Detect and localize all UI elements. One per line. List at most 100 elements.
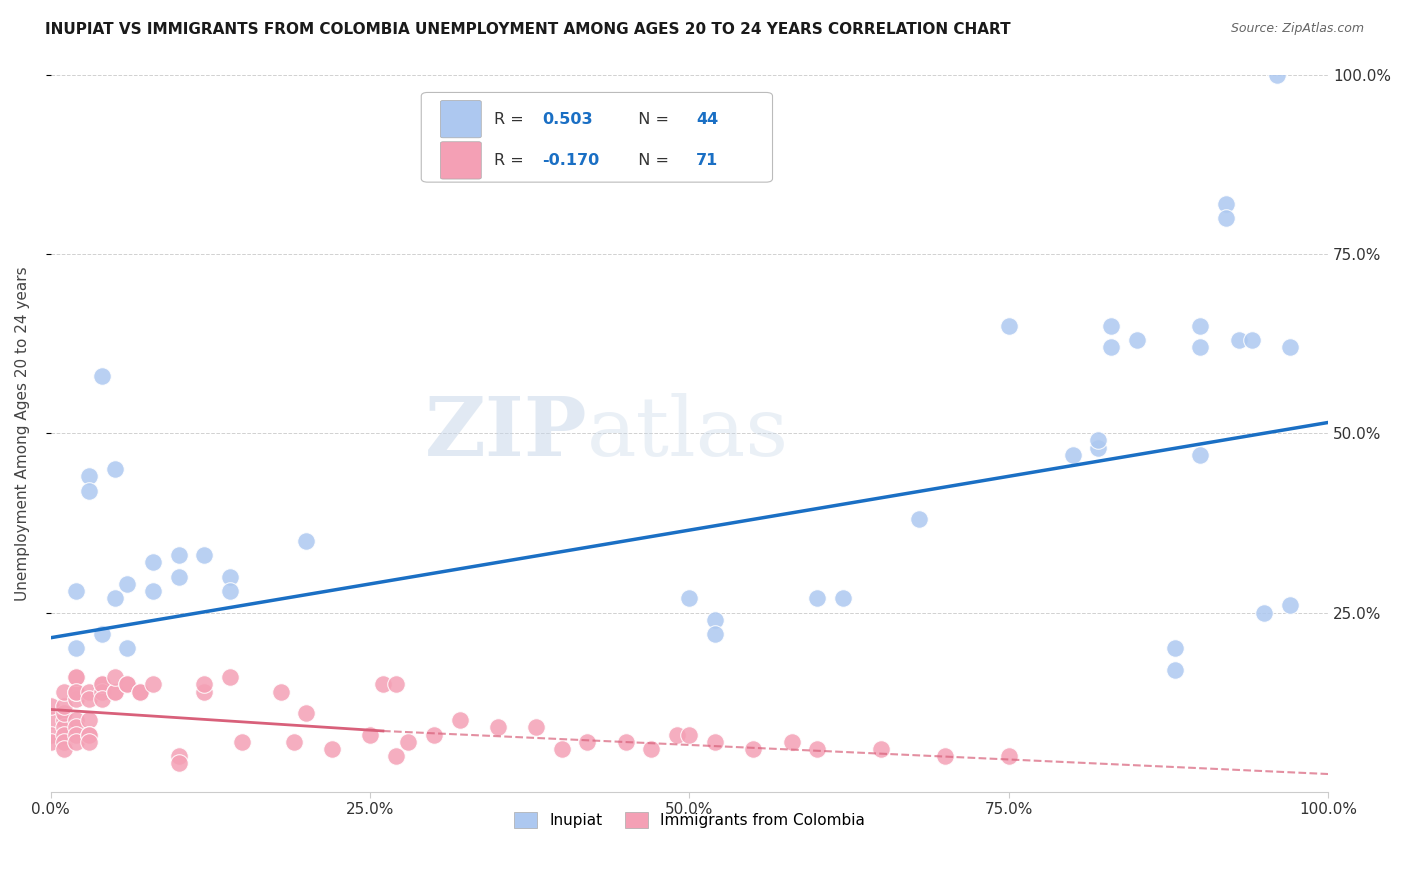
Point	[52, 706, 75, 720]
Point	[283, 735, 305, 749]
Point	[193, 677, 215, 691]
Point	[52, 735, 75, 749]
Point	[65, 670, 87, 684]
Point	[39, 728, 62, 742]
Point	[52, 720, 75, 734]
Point	[104, 670, 127, 684]
Point	[1253, 606, 1275, 620]
Point	[90, 677, 112, 691]
Point	[831, 591, 853, 606]
Point	[998, 749, 1021, 764]
Point	[1087, 441, 1109, 455]
Point	[39, 713, 62, 727]
Point	[359, 728, 381, 742]
Point	[934, 749, 956, 764]
Point	[104, 462, 127, 476]
Point	[1087, 434, 1109, 448]
Point	[65, 584, 87, 599]
Point	[1240, 333, 1263, 347]
Point	[1189, 340, 1212, 354]
Text: INUPIAT VS IMMIGRANTS FROM COLOMBIA UNEMPLOYMENT AMONG AGES 20 TO 24 YEARS CORRE: INUPIAT VS IMMIGRANTS FROM COLOMBIA UNEM…	[45, 22, 1011, 37]
Point	[1164, 663, 1187, 677]
Point	[398, 735, 420, 749]
Point	[908, 512, 931, 526]
Point	[77, 735, 100, 749]
Point	[167, 749, 190, 764]
Point	[77, 469, 100, 483]
Legend: Inupiat, Immigrants from Colombia: Inupiat, Immigrants from Colombia	[508, 806, 872, 835]
Point	[167, 756, 190, 771]
Point	[52, 698, 75, 713]
Point	[423, 728, 446, 742]
Point	[65, 684, 87, 698]
Text: 44: 44	[696, 112, 718, 127]
Point	[142, 555, 165, 569]
Point	[1278, 599, 1301, 613]
Point	[65, 735, 87, 749]
Point	[65, 684, 87, 698]
Point	[998, 318, 1021, 333]
Point	[270, 684, 292, 698]
Point	[117, 677, 139, 691]
Point	[117, 577, 139, 591]
Point	[1125, 333, 1147, 347]
Point	[665, 728, 688, 742]
Point	[576, 735, 599, 749]
Point	[704, 627, 727, 641]
Point	[90, 627, 112, 641]
Point	[1189, 318, 1212, 333]
Point	[1215, 211, 1237, 225]
Point	[231, 735, 253, 749]
Point	[218, 570, 240, 584]
Point	[678, 728, 700, 742]
Point	[371, 677, 394, 691]
Point	[129, 684, 152, 698]
Point	[77, 691, 100, 706]
Point	[1062, 448, 1084, 462]
Point	[449, 713, 471, 727]
Point	[77, 483, 100, 498]
Point	[142, 584, 165, 599]
Text: -0.170: -0.170	[543, 153, 600, 168]
Point	[77, 713, 100, 727]
Point	[1099, 318, 1122, 333]
Point	[704, 613, 727, 627]
Text: ZIP: ZIP	[425, 393, 588, 474]
Y-axis label: Unemployment Among Ages 20 to 24 years: Unemployment Among Ages 20 to 24 years	[15, 266, 30, 600]
Point	[52, 713, 75, 727]
Point	[90, 368, 112, 383]
Point	[1265, 68, 1288, 82]
Point	[52, 684, 75, 698]
Text: 71: 71	[696, 153, 718, 168]
Point	[167, 548, 190, 562]
Point	[1215, 196, 1237, 211]
Point	[65, 713, 87, 727]
Point	[65, 728, 87, 742]
Point	[39, 698, 62, 713]
Point	[104, 684, 127, 698]
Point	[551, 742, 574, 756]
FancyBboxPatch shape	[440, 142, 481, 179]
Point	[142, 677, 165, 691]
Point	[295, 706, 318, 720]
Point	[90, 677, 112, 691]
Text: R =: R =	[494, 112, 529, 127]
Text: N =: N =	[628, 153, 675, 168]
Point	[77, 684, 100, 698]
Point	[614, 735, 637, 749]
Point	[806, 742, 828, 756]
Point	[52, 742, 75, 756]
Point	[90, 684, 112, 698]
Point	[486, 720, 509, 734]
Point	[524, 720, 547, 734]
Point	[129, 684, 152, 698]
Point	[1189, 448, 1212, 462]
Point	[640, 742, 662, 756]
Point	[678, 591, 700, 606]
FancyBboxPatch shape	[422, 93, 772, 182]
Text: R =: R =	[494, 153, 529, 168]
Point	[742, 742, 765, 756]
Point	[218, 584, 240, 599]
Point	[1278, 340, 1301, 354]
Point	[1227, 333, 1250, 347]
